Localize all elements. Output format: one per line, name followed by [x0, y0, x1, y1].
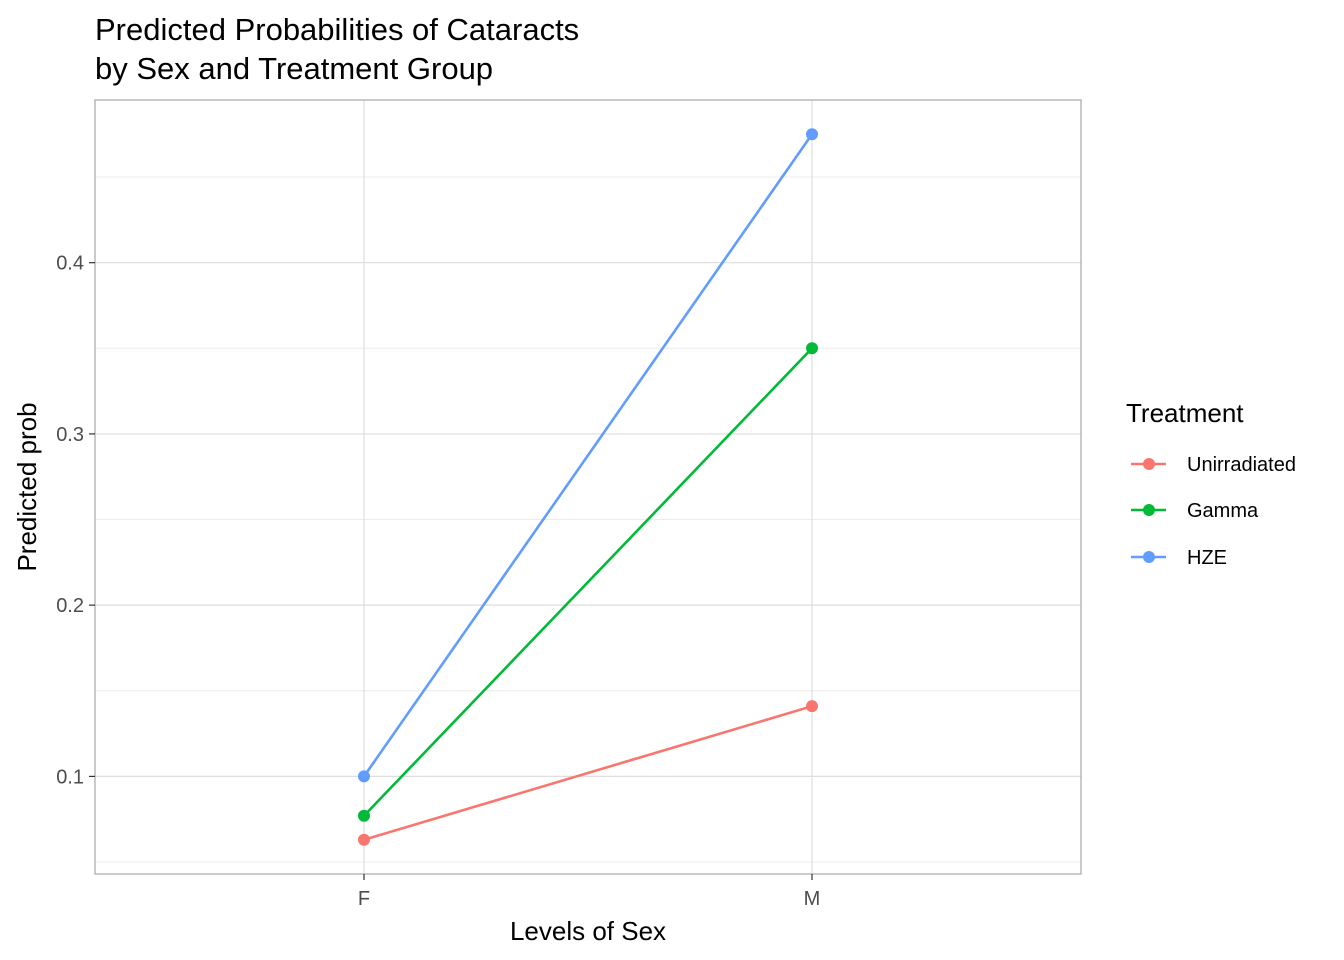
series-line-gamma — [363, 347, 813, 817]
legend-label-hze: HZE — [1187, 547, 1227, 569]
y-tick-label-3: 0.4 — [56, 253, 84, 275]
data-point-gamma-f — [358, 809, 370, 822]
legend-title: Treatment — [1126, 398, 1244, 428]
data-point-gamma-m — [806, 342, 818, 355]
legend: Treatment Unirradiated Gamma HZE — [1126, 398, 1296, 569]
series-line-unirradiated — [363, 704, 813, 841]
y-tick-label-0: 0.1 — [56, 766, 84, 788]
panel-border — [94, 99, 1082, 875]
chart-title-line-1: Predicted Probabilities of Cataracts — [95, 12, 579, 47]
x-tick-label-1: M — [804, 888, 821, 910]
y-tick-label-1: 0.2 — [56, 595, 84, 617]
y-axis-title: Predicted prob — [12, 402, 42, 571]
y-tick-label-2: 0.3 — [56, 424, 84, 446]
plot-area: 0.1 0.2 0.3 0.4 F M — [56, 99, 1082, 910]
legend-key-point-gamma — [1143, 504, 1155, 516]
x-tick-label-0: F — [358, 888, 370, 910]
data-point-unirradiated-f — [358, 833, 370, 846]
data-point-hze-m — [806, 128, 818, 141]
data-point-unirradiated-m — [806, 700, 818, 713]
series-line-hze — [362, 133, 814, 778]
legend-key-point-hze — [1143, 551, 1155, 563]
legend-label-gamma: Gamma — [1187, 500, 1259, 522]
legend-label-unirradiated: Unirradiated — [1187, 454, 1296, 476]
legend-key-point-unirradiated — [1143, 458, 1155, 470]
x-axis-title: Levels of Sex — [510, 916, 666, 946]
chart-title-line-2: by Sex and Treatment Group — [95, 51, 493, 86]
data-point-hze-f — [358, 770, 370, 783]
